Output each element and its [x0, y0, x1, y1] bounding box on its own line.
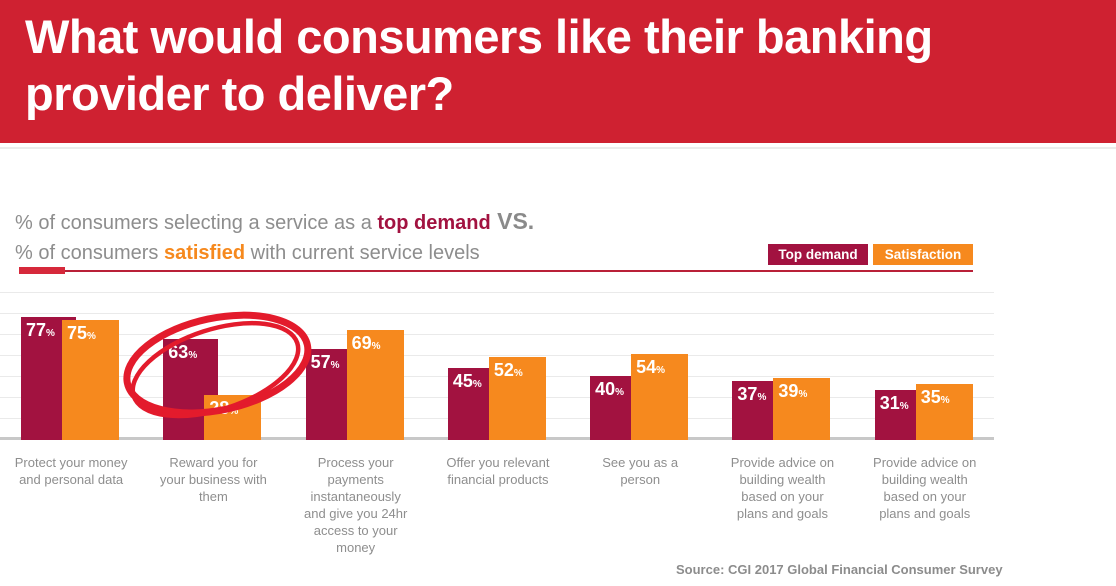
category-label: Provide advice on building wealth based … [730, 455, 835, 521]
legend-item-top-demand: Top demand [768, 244, 868, 265]
gridline [0, 313, 994, 314]
subtitle-rule [19, 270, 973, 272]
bar-value-label: 31% [879, 393, 909, 414]
bar-value-label: 35% [920, 387, 950, 407]
legend-item-satisfaction: Satisfaction [873, 244, 973, 265]
chart-legend: Top demand Satisfaction [768, 244, 973, 265]
bar-value-label: 57% [310, 351, 340, 372]
bar-group: 57% 69% [285, 275, 427, 440]
bar-group: 45% 52% [427, 275, 569, 440]
category-label: Provide advice on building wealth based … [873, 455, 977, 521]
bar-value-label: 63% [168, 342, 198, 363]
bar-group: 37% 39% [711, 275, 853, 440]
category-label: Offer you relevant financial products [446, 455, 550, 487]
subtitle-rule-accent [19, 267, 65, 274]
bar-value-label: 28% [209, 398, 239, 419]
gridline [0, 355, 994, 356]
bar-group: 63% 28% [142, 275, 284, 440]
category-labels: Protect your money and personal data Rewa… [0, 454, 996, 556]
bar-value-label: 69% [351, 332, 381, 353]
vs-text: VS. [490, 208, 535, 234]
bar-group: 77% 75% [0, 275, 142, 440]
bar-value-label: 39% [778, 380, 808, 401]
satisfaction-bar: 28% [204, 395, 262, 440]
satisfaction-bar: 75% [62, 320, 119, 440]
subtitle-line1-text: % of consumers selecting a service as a [15, 212, 378, 234]
satisfaction-bar: 69% [346, 329, 404, 440]
bar-group: 31% 35% [854, 275, 996, 440]
category-label: Protect your money and personal data [14, 455, 128, 487]
legend-label-satisfaction: Satisfaction [884, 247, 962, 262]
banner-divider [0, 147, 1116, 149]
bar-value-label: 54% [636, 356, 666, 377]
category-label: See you as a person [602, 455, 679, 487]
chart-plot: 77% 75% 63% 28% 57% 69% 45% 52% 40% 54% 37% 39% 31% 3… [0, 275, 996, 440]
category-label: Process your payments instantaneously an… [303, 455, 408, 555]
bar-group: 40% 54% [569, 275, 711, 440]
title-banner: What would consumers like their banking … [0, 0, 1116, 143]
satisfied-highlight: satisfied [163, 242, 246, 264]
bar-value-label: 37% [737, 383, 767, 404]
subtitle-line2-text: % of consumers [15, 242, 164, 264]
bar-value-label: 77% [26, 319, 55, 340]
bar-value-label: 52% [493, 359, 523, 380]
category-label: Reward you for your business with them [159, 455, 267, 504]
subtitle-line1: % of consumers selecting a service as a … [15, 206, 775, 238]
satisfaction-bar: 52% [488, 356, 546, 440]
subtitle-line2-suffix: with current service levels [245, 242, 480, 264]
gridline [0, 334, 994, 335]
source-note: Source: CGI 2017 Global Financial Consum… [676, 562, 1003, 577]
subtitle-line2: % of consumers satisfied with current se… [15, 238, 775, 268]
bar-value-label: 75% [67, 323, 96, 343]
gridline [0, 292, 994, 293]
bar-value-label: 45% [452, 371, 482, 391]
page-title: What would consumers like their banking … [25, 10, 933, 120]
top-demand-highlight: top demand [377, 212, 491, 234]
legend-label-top-demand: Top demand [778, 247, 858, 262]
satisfaction-bar: 54% [631, 353, 689, 440]
bar-value-label: 40% [595, 379, 625, 399]
satisfaction-bar: 35% [915, 384, 973, 440]
satisfaction-bar: 39% [773, 377, 831, 440]
chart-subtitle: % of consumers selecting a service as a … [15, 206, 775, 268]
